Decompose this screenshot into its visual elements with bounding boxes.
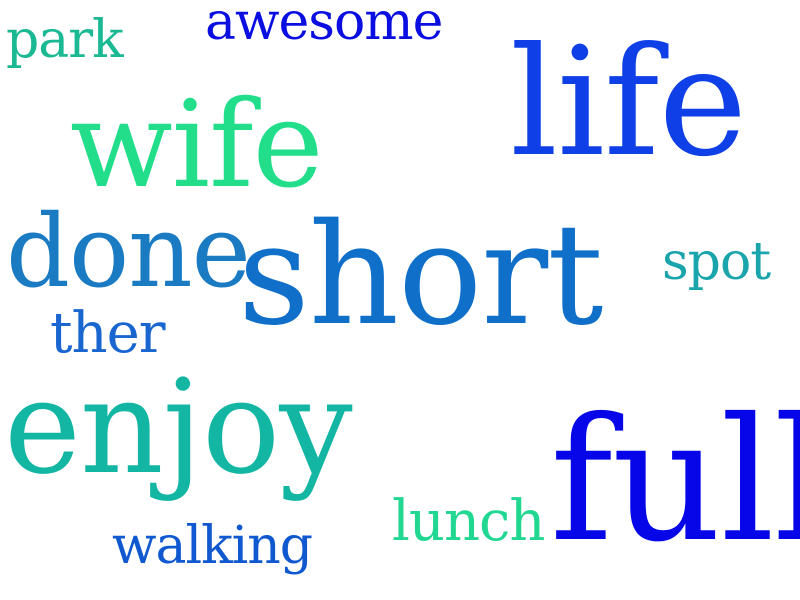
word-ther: ther: [50, 301, 165, 366]
word-done: done: [6, 193, 251, 310]
word-short: short: [238, 194, 603, 357]
word-awesome: awesome: [205, 0, 443, 52]
word-life: life: [510, 16, 747, 190]
word-park: park: [6, 10, 124, 70]
word-wife: wife: [70, 76, 324, 215]
word-full: full: [550, 382, 800, 580]
word-lunch: lunch: [392, 489, 545, 554]
word-enjoy: enjoy: [4, 351, 353, 503]
word-spot: spot: [662, 232, 771, 292]
word-walking: walking: [112, 516, 313, 576]
